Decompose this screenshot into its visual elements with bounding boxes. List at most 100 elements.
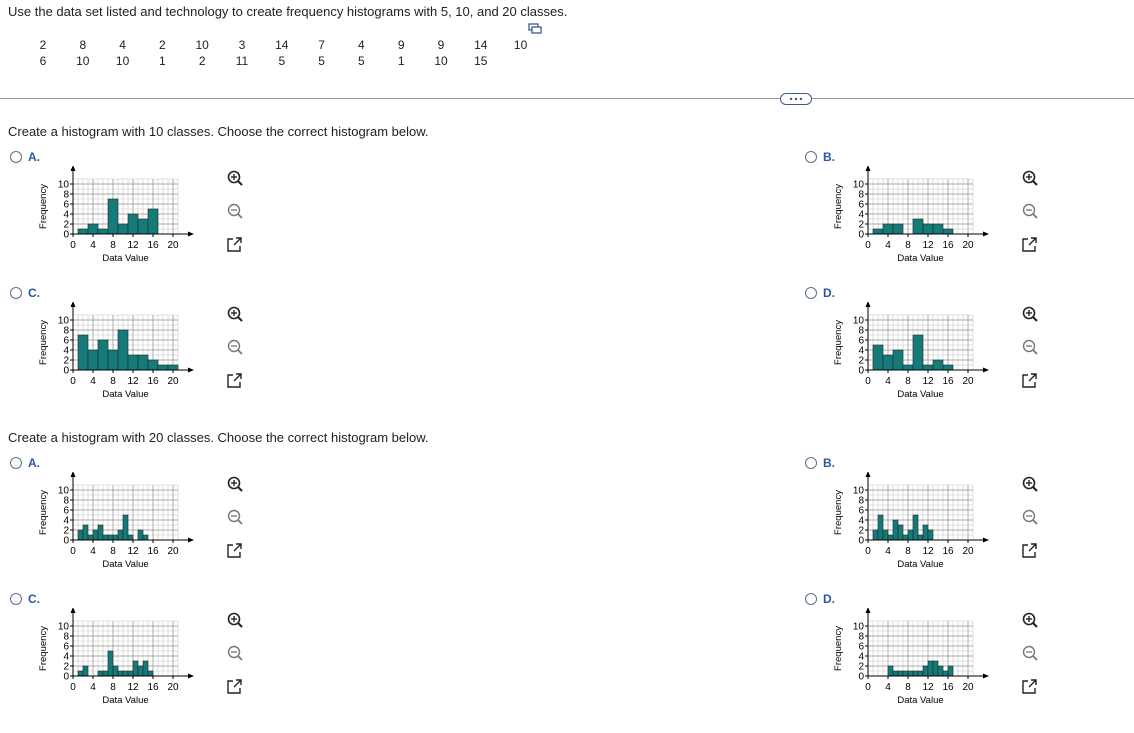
bar xyxy=(927,529,934,541)
option-letter: B. xyxy=(823,150,835,164)
x-tick-label: 16 xyxy=(147,546,159,557)
bar xyxy=(887,665,894,677)
bar xyxy=(137,354,149,371)
bar xyxy=(917,670,924,677)
open-window[interactable] xyxy=(227,543,242,558)
bar xyxy=(87,349,99,371)
radio-button[interactable] xyxy=(805,151,817,163)
bar xyxy=(902,364,914,371)
x-tick-label: 20 xyxy=(167,682,179,693)
y-axis-label: Frequency xyxy=(833,184,844,229)
y-axis-arrow xyxy=(865,472,871,477)
radio-button[interactable] xyxy=(10,287,22,299)
zoom-out[interactable] xyxy=(227,203,243,219)
y-tick-label: 10 xyxy=(58,622,70,633)
data-value: 9 xyxy=(397,38,405,52)
x-tick-label: 8 xyxy=(905,376,911,387)
x-tick-label: 12 xyxy=(922,376,934,387)
open-window[interactable] xyxy=(227,679,242,694)
bar xyxy=(77,228,89,235)
expand-button[interactable] xyxy=(780,93,812,105)
radio-button[interactable] xyxy=(10,151,22,163)
bar xyxy=(882,529,889,541)
bar xyxy=(902,534,909,541)
y-tick-label: 0 xyxy=(858,366,864,377)
x-tick-label: 4 xyxy=(90,240,96,251)
zoom-out[interactable] xyxy=(1022,203,1038,219)
y-tick-label: 8 xyxy=(858,496,864,507)
x-tick-label: 12 xyxy=(127,240,139,251)
y-tick-label: 4 xyxy=(858,516,864,527)
bar xyxy=(912,218,924,235)
y-tick-label: 0 xyxy=(63,536,69,547)
open-window[interactable] xyxy=(227,237,242,252)
radio-button[interactable] xyxy=(10,593,22,605)
bar xyxy=(137,218,149,235)
x-tick-label: 8 xyxy=(110,682,116,693)
bar xyxy=(77,670,84,677)
data-value: 9 xyxy=(437,38,445,52)
bar xyxy=(137,529,144,541)
zoom-in[interactable] xyxy=(1022,612,1038,628)
y-tick-label: 2 xyxy=(858,220,864,231)
radio-button[interactable] xyxy=(805,593,817,605)
zoom-in[interactable] xyxy=(1022,476,1038,492)
y-axis-label: Frequency xyxy=(38,184,49,229)
y-tick-label: 6 xyxy=(858,642,864,653)
x-tick-label: 4 xyxy=(885,376,891,387)
y-tick-label: 2 xyxy=(63,662,69,673)
y-tick-label: 4 xyxy=(63,516,69,527)
x-tick-label: 20 xyxy=(962,240,974,251)
zoom-out[interactable] xyxy=(1022,509,1038,525)
zoom-in[interactable] xyxy=(227,306,243,322)
open-window[interactable] xyxy=(1022,543,1037,558)
y-axis-arrow xyxy=(70,166,76,171)
radio-button[interactable] xyxy=(10,457,22,469)
zoom-in[interactable] xyxy=(1022,306,1038,322)
bar xyxy=(882,354,894,371)
bar xyxy=(77,334,89,371)
open-window[interactable] xyxy=(1022,237,1037,252)
x-tick-label: 8 xyxy=(905,682,911,693)
bar xyxy=(932,359,944,371)
bar xyxy=(932,223,944,235)
x-axis-label: Data Value xyxy=(897,389,943,400)
divider xyxy=(0,98,1134,99)
zoom-out[interactable] xyxy=(227,339,243,355)
bar xyxy=(157,364,169,371)
open-window[interactable] xyxy=(1022,373,1037,388)
open-window[interactable] xyxy=(1022,679,1037,694)
zoom-in[interactable] xyxy=(227,612,243,628)
x-tick-label: 12 xyxy=(127,682,139,693)
open-window[interactable] xyxy=(227,373,242,388)
radio-button[interactable] xyxy=(805,287,817,299)
tool-icons xyxy=(1022,476,1038,558)
bar xyxy=(912,514,919,541)
data-value: 2 xyxy=(198,54,206,68)
data-value: 6 xyxy=(39,54,47,68)
y-tick-label: 6 xyxy=(63,200,69,211)
bar xyxy=(147,208,159,235)
copy-icon[interactable] xyxy=(528,23,542,35)
zoom-out[interactable] xyxy=(1022,645,1038,661)
tool-icons xyxy=(1022,306,1038,388)
data-value: 2 xyxy=(159,38,166,52)
y-tick-label: 6 xyxy=(858,506,864,517)
zoom-in[interactable] xyxy=(227,476,243,492)
radio-button[interactable] xyxy=(805,457,817,469)
y-axis-arrow xyxy=(70,472,76,477)
option-letter: C. xyxy=(28,286,40,300)
y-tick-label: 4 xyxy=(858,210,864,221)
zoom-in[interactable] xyxy=(1022,170,1038,186)
bar xyxy=(937,665,944,677)
zoom-out[interactable] xyxy=(227,509,243,525)
zoom-in[interactable] xyxy=(227,170,243,186)
x-tick-label: 4 xyxy=(885,240,891,251)
zoom-out[interactable] xyxy=(227,645,243,661)
bar xyxy=(897,524,904,541)
bar xyxy=(127,670,134,677)
x-tick-label: 4 xyxy=(90,376,96,387)
zoom-out[interactable] xyxy=(1022,339,1038,355)
y-tick-label: 10 xyxy=(853,622,865,633)
y-axis-arrow xyxy=(70,302,76,307)
